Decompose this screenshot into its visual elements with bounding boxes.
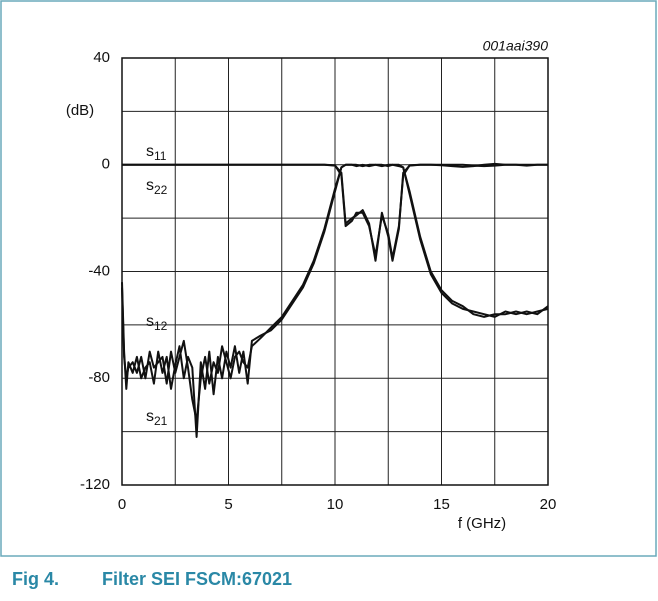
y-tick-label: 40: [93, 49, 110, 66]
plot-frame: [121, 57, 549, 486]
series-line: [121, 163, 549, 438]
series-line: [121, 163, 549, 422]
x-tick-label: 0: [118, 496, 126, 513]
series-label-sub: 12: [154, 319, 168, 333]
series-label: s21: [146, 408, 168, 428]
figure-frame: [0, 0, 657, 557]
series-label-base: s: [146, 177, 154, 194]
series-label: s22: [146, 177, 168, 197]
x-tick-label: 15: [433, 496, 450, 513]
series-label-sub: 11: [154, 149, 167, 163]
y-axis-label: (dB): [66, 102, 94, 119]
series-label: s12: [146, 313, 168, 333]
series-label-base: s: [146, 408, 154, 425]
figure-label: Fig 4.: [12, 569, 59, 589]
series-label-base: s: [146, 143, 154, 160]
x-axis-label: f (GHz): [458, 515, 506, 532]
series-label: s11: [146, 143, 167, 163]
chart-title: Filter SEI FSCM:67021: [102, 569, 292, 589]
x-tick-label: 5: [224, 496, 232, 513]
y-tick-label: -120: [80, 476, 110, 493]
y-tick-label: -80: [88, 369, 110, 386]
x-tick-label: 20: [540, 496, 557, 513]
series-label-sub: 21: [154, 414, 168, 428]
series-line: [122, 162, 548, 260]
series-label-sub: 22: [154, 183, 168, 197]
series-label-base: s: [146, 313, 154, 330]
x-tick-label: 10: [327, 496, 344, 513]
y-tick-label: 0: [102, 156, 110, 173]
figure-id: 001aai390: [483, 38, 549, 54]
y-tick-label: -40: [88, 262, 110, 279]
